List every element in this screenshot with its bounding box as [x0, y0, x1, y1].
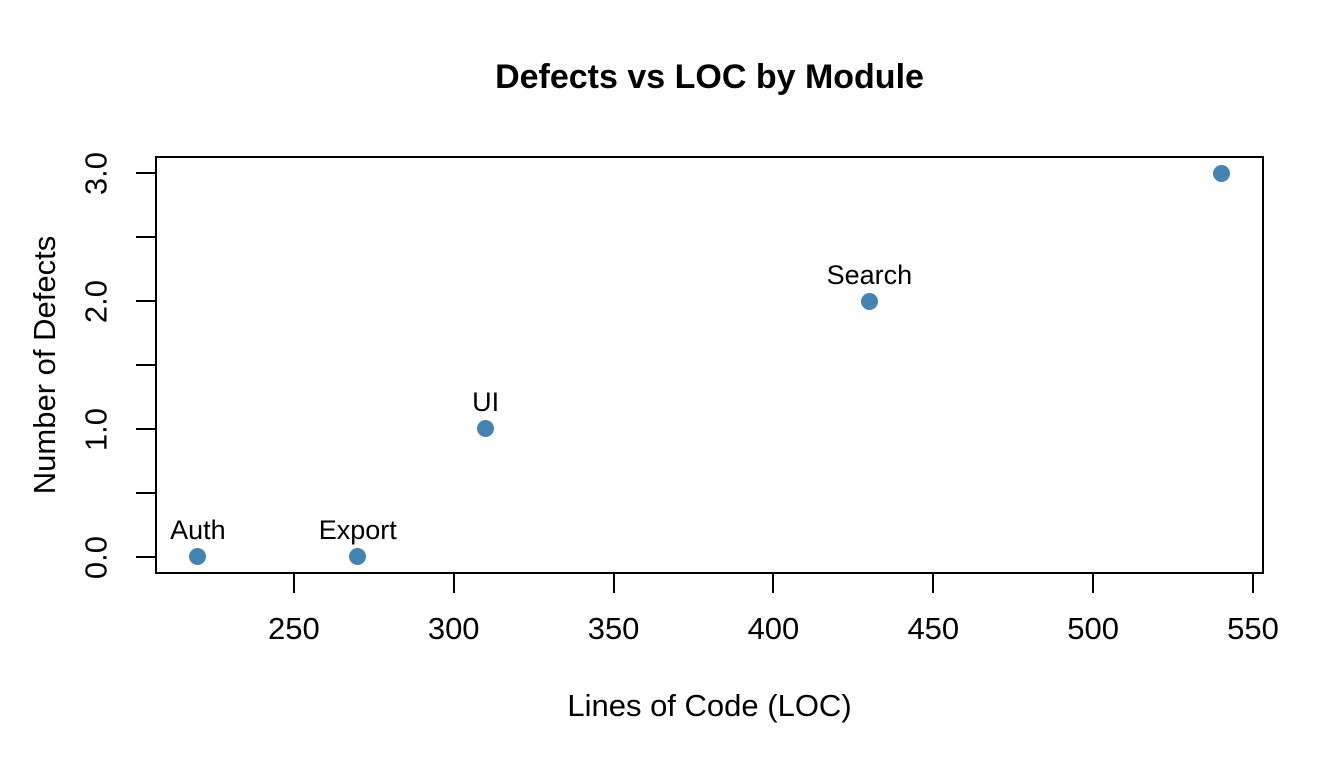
point-label: UI — [472, 387, 500, 418]
data-point — [1212, 164, 1230, 182]
point-label: Search — [826, 259, 913, 290]
y-axis-tick — [136, 427, 155, 430]
x-axis-tick-label: 500 — [1067, 611, 1120, 646]
y-axis-tick — [136, 555, 155, 558]
x-axis-tick-label: 250 — [267, 611, 320, 646]
x-axis-tick — [292, 574, 295, 593]
data-point — [860, 292, 878, 310]
x-axis-tick-label: 400 — [747, 611, 800, 646]
x-axis-tick-label: 550 — [1227, 611, 1279, 646]
y-axis-tick — [136, 300, 155, 303]
x-axis-tick-label: 350 — [587, 611, 640, 646]
data-point — [477, 420, 495, 438]
x-axis-tick — [452, 574, 455, 593]
y-axis-tick-label: 1.0 — [78, 407, 114, 451]
x-axis-tick-label: 300 — [427, 611, 480, 646]
x-axis-tick — [1252, 574, 1255, 593]
plot-area — [155, 156, 1264, 574]
y-axis-tick-label: 0.0 — [78, 535, 114, 579]
x-axis-tick — [772, 574, 775, 593]
x-axis-tick — [612, 574, 615, 593]
y-axis-tick — [136, 172, 155, 175]
y-axis-tick-label: 3.0 — [78, 152, 114, 196]
y-axis-tick-label: 2.0 — [78, 280, 114, 324]
data-point — [349, 548, 367, 566]
y-axis-tick — [136, 364, 155, 366]
chart-title: Defects vs LOC by Module — [495, 58, 924, 96]
data-point — [189, 548, 207, 566]
point-label: Export — [318, 515, 397, 546]
y-axis-tick — [136, 491, 155, 494]
x-axis-tick — [932, 574, 935, 593]
x-axis-title: Lines of Code (LOC) — [567, 688, 852, 723]
y-axis-tick — [136, 236, 155, 239]
x-axis-tick-label: 450 — [907, 611, 960, 646]
point-label: Auth — [170, 515, 226, 546]
y-axis-title: Number of Defects — [27, 235, 62, 495]
x-axis-tick — [1092, 574, 1095, 593]
